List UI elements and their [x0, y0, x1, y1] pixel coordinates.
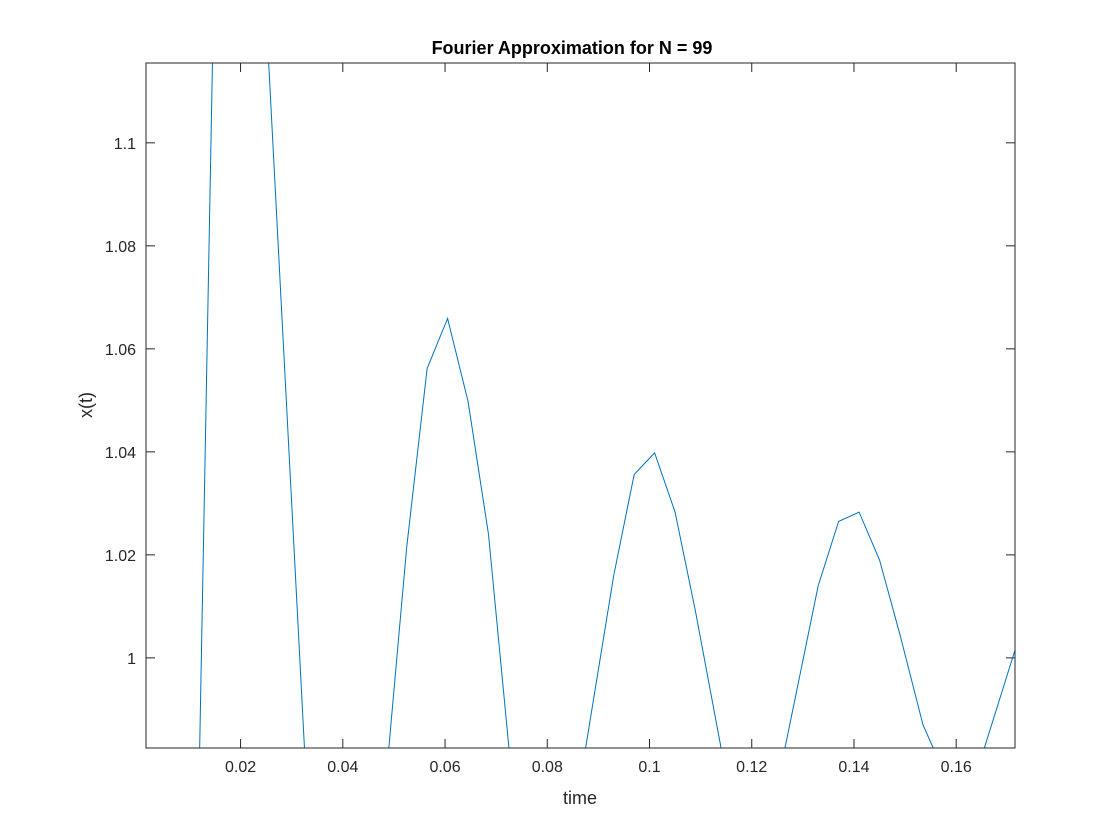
x-tick-label: 0.12	[736, 759, 767, 776]
series-line	[199, 63, 1015, 748]
axes-background	[146, 63, 1015, 748]
x-tick-label: 0.04	[327, 759, 358, 776]
x-tick-labels: 0.02 0.04 0.06 0.08 0.1 0.12 0.14 0.16	[225, 759, 972, 776]
x-tick-label: 0.02	[225, 759, 256, 776]
x-tick-label: 0.1	[638, 759, 660, 776]
y-tick-labels: 1 1.02 1.04 1.06 1.08 1.1	[105, 136, 136, 668]
x-tick-label: 0.16	[941, 759, 972, 776]
y-tick-label: 1.04	[105, 445, 136, 462]
y-axis-label: x(t)	[76, 392, 96, 418]
x-axis-label: time	[563, 788, 597, 808]
plot-area	[145, 62, 1016, 749]
y-tick-label: 1.06	[105, 342, 136, 359]
y-tick-label: 1.02	[105, 548, 136, 565]
x-tick-label: 0.08	[532, 759, 563, 776]
y-tick-label: 1.1	[114, 136, 136, 153]
axes-box	[145, 62, 1016, 749]
y-tick-label: 1	[127, 651, 136, 668]
y-tick-label: 1.08	[105, 239, 136, 256]
x-tick-label: 0.06	[429, 759, 460, 776]
chart-title: Fourier Approximation for N = 99	[432, 38, 713, 58]
x-tick-label: 0.14	[838, 759, 869, 776]
ticks-layer	[146, 63, 1015, 748]
